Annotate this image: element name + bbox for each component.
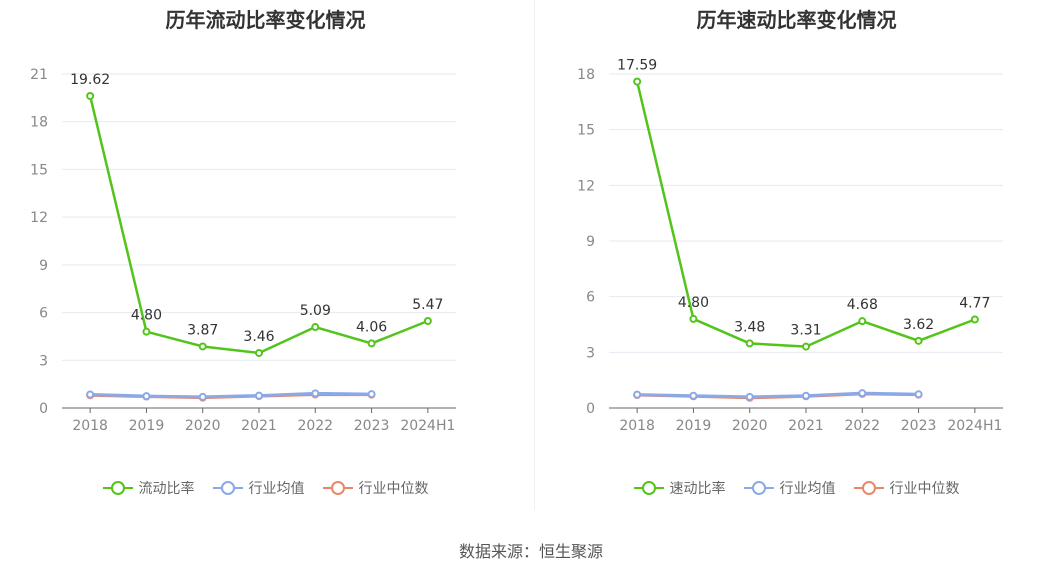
y-tick-label: 3 <box>39 353 48 369</box>
y-tick-label: 12 <box>577 178 595 194</box>
x-tick-label: 2023 <box>901 418 937 434</box>
legend-marker-icon <box>102 480 133 496</box>
data-point[interactable] <box>802 391 810 400</box>
data-label: 3.46 <box>243 329 274 345</box>
data-label: 3.48 <box>734 319 765 335</box>
legend-marker-icon <box>212 480 243 496</box>
chart-title: 历年速动比率变化情况 <box>696 8 897 32</box>
data-point[interactable] <box>914 336 923 345</box>
data-source: 数据来源：恒生聚源 <box>458 542 603 561</box>
y-tick-label: 6 <box>586 290 595 306</box>
x-tick-label: 2021 <box>788 418 824 434</box>
data-point[interactable] <box>689 314 698 323</box>
legend-label: 行业均值 <box>779 481 836 497</box>
data-label: 3.62 <box>903 317 934 333</box>
chart-title: 历年流动比率变化情况 <box>165 8 366 32</box>
data-point[interactable] <box>745 339 754 348</box>
x-tick-label: 2018 <box>619 418 655 434</box>
data-point[interactable] <box>914 390 923 399</box>
legend-label: 行业中位数 <box>889 481 960 497</box>
data-label: 3.31 <box>790 323 821 339</box>
data-point[interactable] <box>423 317 432 326</box>
data-point[interactable] <box>255 391 263 400</box>
x-tick-label: 2019 <box>129 418 165 434</box>
legend-item[interactable]: 行业均值 <box>743 478 836 498</box>
line-chart-quick-ratio: 0 3 6 9 12 15 18 2018 2019 2020 2021 2022 2023 2024H1… <box>577 58 1003 434</box>
series-line-1 <box>637 391 919 399</box>
legend-label: 速动比率 <box>669 481 726 497</box>
data-point[interactable] <box>367 390 376 399</box>
legend-item[interactable]: 行业中位数 <box>322 478 429 498</box>
x-tick-label: 2021 <box>241 418 277 434</box>
x-tick-label: 2022 <box>844 418 880 434</box>
legend-label: 行业均值 <box>248 481 305 497</box>
data-point[interactable] <box>86 91 95 100</box>
legend-item[interactable]: 行业均值 <box>212 478 305 498</box>
x-tick-label: 2024H1 <box>400 418 455 434</box>
data-point[interactable] <box>970 315 979 324</box>
legend-marker-icon <box>322 480 353 496</box>
data-label: 17.59 <box>617 58 657 74</box>
data-point[interactable] <box>689 391 698 400</box>
y-tick-label: 9 <box>39 258 48 274</box>
data-label: 5.47 <box>412 297 443 313</box>
data-point[interactable] <box>858 389 867 398</box>
data-label: 4.77 <box>959 295 990 311</box>
legend-item[interactable]: 速动比率 <box>633 478 726 498</box>
data-point[interactable] <box>86 390 95 399</box>
y-tick-label: 15 <box>577 123 595 139</box>
data-point[interactable] <box>633 77 642 86</box>
data-label: 4.80 <box>678 295 709 311</box>
legend-item[interactable]: 流动比率 <box>102 478 195 498</box>
legend-marker-icon <box>633 480 664 496</box>
data-point[interactable] <box>311 323 320 332</box>
data-point[interactable] <box>142 327 151 336</box>
y-tick-label: 9 <box>586 234 595 250</box>
chart-quick-ratio: 历年速动比率变化情况 0 3 6 9 12 15 18 2018 2019 2020 2021 202… <box>531 0 1062 520</box>
data-label: 5.09 <box>300 303 331 319</box>
legend: 速动比率 行业均值 行业中位数 <box>531 478 1062 498</box>
data-point[interactable] <box>858 317 867 326</box>
y-tick-label: 6 <box>39 306 48 322</box>
chart-current-ratio: 历年流动比率变化情况 0 3 6 9 12 15 18 21 2018 2019 2020 2021 2… <box>0 0 531 520</box>
y-tick-label: 18 <box>577 67 595 83</box>
x-tick-label: 2024H1 <box>947 418 1002 434</box>
y-tick-label: 15 <box>30 162 48 178</box>
x-tick-label: 2019 <box>676 418 712 434</box>
data-point[interactable] <box>311 389 320 398</box>
y-tick-label: 0 <box>39 401 48 417</box>
legend-marker-icon <box>853 480 884 496</box>
data-label: 4.68 <box>847 297 878 313</box>
legend-label: 流动比率 <box>138 481 195 497</box>
data-label: 3.87 <box>187 322 218 338</box>
x-tick-label: 2023 <box>354 418 390 434</box>
series-line-1 <box>90 391 372 399</box>
data-label: 19.62 <box>70 72 110 88</box>
x-tick-label: 2020 <box>185 418 221 434</box>
x-tick-label: 2018 <box>72 418 108 434</box>
x-tick-label: 2022 <box>297 418 333 434</box>
data-label: 4.80 <box>131 308 162 324</box>
legend-marker-icon <box>743 480 774 496</box>
data-point[interactable] <box>367 339 376 348</box>
data-point[interactable] <box>142 392 151 401</box>
data-point[interactable] <box>802 342 810 351</box>
data-point[interactable] <box>745 392 754 401</box>
panel-divider <box>534 0 535 510</box>
legend: 流动比率 行业均值 行业中位数 <box>0 478 531 498</box>
x-tick-label: 2020 <box>732 418 768 434</box>
legend-label: 行业中位数 <box>358 481 429 497</box>
y-tick-label: 0 <box>586 401 595 417</box>
data-point[interactable] <box>255 348 263 357</box>
y-tick-label: 21 <box>30 67 48 83</box>
line-chart-current-ratio: 0 3 6 9 12 15 18 21 2018 2019 2020 2021 2022 2023 2024… <box>30 67 456 434</box>
legend-item[interactable]: 行业中位数 <box>853 478 960 498</box>
y-tick-label: 3 <box>586 345 595 361</box>
data-point[interactable] <box>198 342 207 351</box>
y-tick-label: 18 <box>30 115 48 131</box>
data-point[interactable] <box>198 392 207 401</box>
data-point[interactable] <box>633 390 642 399</box>
y-tick-label: 12 <box>30 210 48 226</box>
data-label: 4.06 <box>356 319 387 335</box>
